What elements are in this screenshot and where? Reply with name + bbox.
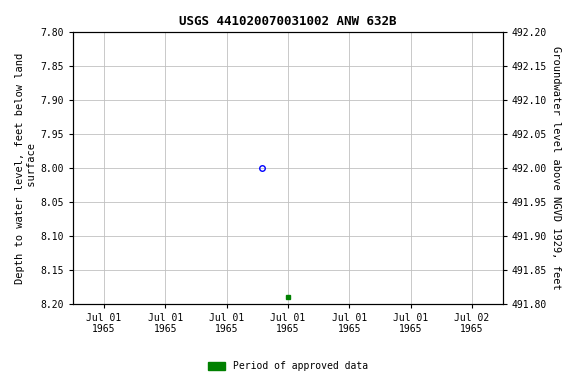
Y-axis label: Groundwater level above NGVD 1929, feet: Groundwater level above NGVD 1929, feet bbox=[551, 46, 561, 290]
Title: USGS 441020070031002 ANW 632B: USGS 441020070031002 ANW 632B bbox=[179, 15, 397, 28]
Y-axis label: Depth to water level, feet below land
 surface: Depth to water level, feet below land su… bbox=[15, 52, 37, 283]
Legend: Period of approved data: Period of approved data bbox=[204, 358, 372, 375]
